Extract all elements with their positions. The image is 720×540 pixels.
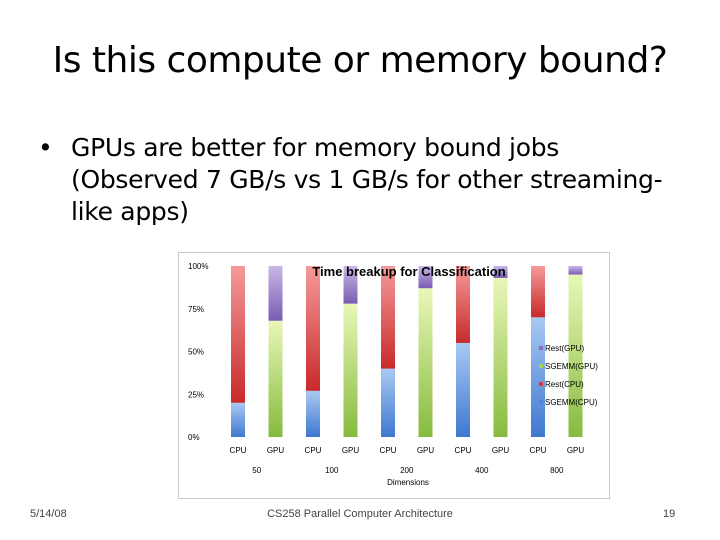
bullet-point: • GPUs are better for memory bound jobs … (38, 132, 678, 228)
bar-segment-sgemm-gpu (343, 303, 358, 437)
legend-swatch (539, 346, 543, 350)
bar-segment-rest-cpu (381, 266, 395, 369)
group-label: 200 (400, 466, 414, 475)
bar-segment-sgemm-cpu (531, 317, 545, 437)
group-label: 800 (550, 466, 564, 475)
y-tick-label: 0% (188, 433, 200, 442)
bar-segment-rest-cpu (531, 266, 545, 318)
slide-title: Is this compute or memory bound? (52, 40, 668, 81)
group-label: 400 (475, 466, 489, 475)
x-tick-label: GPU (567, 446, 585, 455)
legend-label: Rest(CPU) (545, 380, 584, 389)
bar-segment-sgemm-cpu (306, 390, 320, 437)
bullet-text: GPUs are better for memory bound jobs (O… (71, 133, 663, 226)
x-tick-label: CPU (455, 446, 472, 455)
legend-label: SGEMM(GPU) (545, 362, 598, 371)
bar-segment-sgemm-gpu (268, 320, 283, 437)
footer-course: CS258 Parallel Computer Architecture (267, 508, 453, 520)
bar-segment-sgemm-cpu (381, 368, 395, 437)
bar-segment-sgemm-gpu (418, 288, 433, 437)
bar-segment-rest-cpu (456, 266, 470, 343)
bar-segment-sgemm-cpu (231, 402, 245, 437)
y-tick-label: 100% (188, 262, 208, 271)
bar-segment-rest-gpu (493, 266, 508, 278)
x-tick-label: GPU (492, 446, 510, 455)
x-tick-label: GPU (417, 446, 435, 455)
x-tick-label: CPU (305, 446, 322, 455)
footer-date: 5/14/08 (30, 508, 67, 520)
y-tick-label: 50% (188, 348, 204, 357)
bar-segment-sgemm-cpu (456, 342, 470, 437)
bar-segment-rest-gpu (343, 266, 358, 304)
bar-segment-rest-cpu (231, 266, 245, 403)
bar-segment-rest-cpu (306, 266, 320, 391)
bar-segment-sgemm-gpu (568, 274, 583, 437)
bar-segment-rest-gpu (418, 266, 433, 289)
chart-canvas: 0% 25% 50% 75% 100% CPU GPU CPU GPU CPU GPU CPU GPU C… (188, 262, 598, 487)
x-tick-label: CPU (230, 446, 247, 455)
y-tick-label: 75% (188, 305, 204, 314)
bullet-marker: • (38, 133, 53, 162)
legend-swatch (539, 364, 543, 368)
legend-label: Rest(GPU) (545, 344, 584, 353)
bar-segment-rest-gpu (268, 266, 283, 321)
group-label: 100 (325, 466, 339, 475)
bar-segment-sgemm-gpu (493, 277, 508, 437)
x-tick-label: GPU (342, 446, 360, 455)
footer-page-number: 19 (663, 508, 676, 520)
stacked-bar-chart: 0% 25% 50% 75% 100% CPU GPU CPU GPU CPU GPU CPU GPU C… (178, 252, 610, 499)
group-label: 50 (252, 466, 261, 475)
legend-swatch (539, 382, 543, 386)
x-tick-label: GPU (267, 446, 285, 455)
bar-segment-rest-gpu (568, 266, 583, 275)
legend-label: SGEMM(CPU) (545, 398, 598, 407)
legend-swatch (539, 400, 543, 404)
x-tick-label: CPU (530, 446, 547, 455)
x-axis-label: Dimensions (387, 478, 429, 487)
x-tick-label: CPU (380, 446, 397, 455)
y-tick-label: 25% (188, 390, 204, 399)
chart-title: Time breakup for Classification (312, 264, 505, 279)
